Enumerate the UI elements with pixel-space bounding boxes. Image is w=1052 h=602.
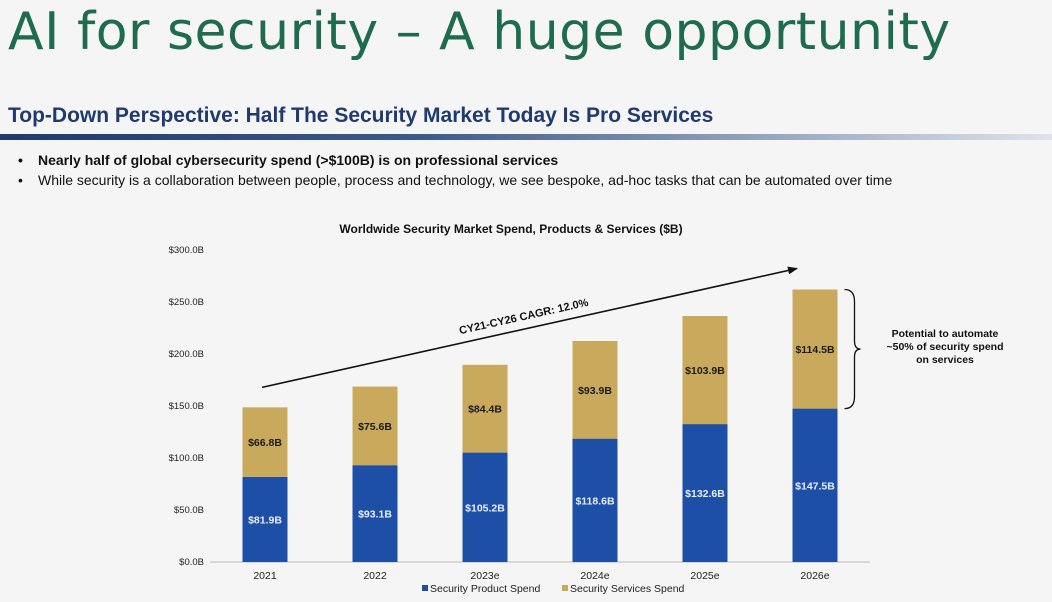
slide-title: AI for security – A huge opportunity: [8, 2, 951, 62]
data-label-product: $147.5B: [795, 480, 835, 492]
y-tick-label: $100.0B: [169, 453, 204, 464]
x-tick-label: 2021: [253, 570, 277, 582]
legend-label-product: Security Product Spend: [430, 583, 540, 595]
y-tick-label: $150.0B: [169, 401, 204, 412]
data-label-services: $103.9B: [685, 365, 725, 377]
bar-services-spend: [242, 407, 288, 477]
data-label-services: $84.4B: [468, 404, 502, 416]
bar-product-spend: [682, 424, 728, 562]
legend-label-services: Security Services Spend: [570, 583, 685, 595]
slide-subtitle: Top-Down Perspective: Half The Security …: [8, 104, 714, 127]
bracket-brace: [844, 288, 861, 410]
y-tick-label: $50.0B: [174, 505, 204, 516]
data-label-services: $93.9B: [578, 385, 612, 397]
y-tick-label: $250.0B: [169, 297, 204, 308]
x-tick-label: 2025e: [690, 570, 719, 582]
data-label-product: $105.2B: [465, 502, 505, 514]
x-tick-label: 2024e: [580, 570, 609, 582]
bar-product-spend: [352, 465, 398, 562]
data-label-product: $81.9B: [248, 514, 282, 526]
bullet-item: Nearly half of global cybersecurity spen…: [18, 150, 892, 170]
x-tick-label: 2022: [363, 570, 387, 582]
bar-services-spend: [462, 364, 508, 453]
data-label-product: $118.6B: [575, 495, 615, 507]
potential-note-line: ~50% of security spend: [886, 341, 1003, 353]
potential-note-line: on services: [916, 354, 974, 366]
bar-services-spend: [572, 341, 618, 439]
potential-note-line: Potential to automate: [892, 328, 999, 340]
bar-product-spend: [572, 438, 618, 562]
y-tick-label: $0.0B: [179, 557, 204, 568]
legend-swatch-product: [422, 585, 428, 591]
legend-swatch-services: [562, 585, 568, 591]
data-label-product: $132.6B: [685, 488, 725, 500]
x-tick-label: 2026e: [800, 570, 829, 582]
bullet-list: Nearly half of global cybersecurity spen…: [18, 150, 892, 190]
chart-title: Worldwide Security Market Spend, Product…: [339, 222, 682, 236]
data-label-product: $93.1B: [358, 509, 392, 521]
cagr-label: CY21-CY26 CAGR: 12.0%: [458, 297, 590, 337]
bar-product-spend: [792, 408, 838, 562]
data-label-services: $75.6B: [358, 421, 392, 433]
data-label-services: $114.5B: [795, 344, 835, 356]
bar-product-spend: [462, 452, 508, 562]
subtitle-divider: [0, 134, 1052, 140]
y-tick-label: $300.0B: [169, 245, 204, 256]
bar-services-spend: [682, 316, 728, 425]
data-label-services: $66.8B: [248, 437, 282, 449]
bar-services-spend: [352, 386, 398, 466]
bar-services-spend: [792, 289, 838, 409]
x-tick-label: 2023e: [470, 570, 499, 582]
y-tick-label: $200.0B: [169, 349, 204, 360]
bar-product-spend: [242, 476, 288, 562]
cagr-arrow: [261, 266, 798, 389]
bullet-item: While security is a collaboration betwee…: [18, 170, 892, 190]
